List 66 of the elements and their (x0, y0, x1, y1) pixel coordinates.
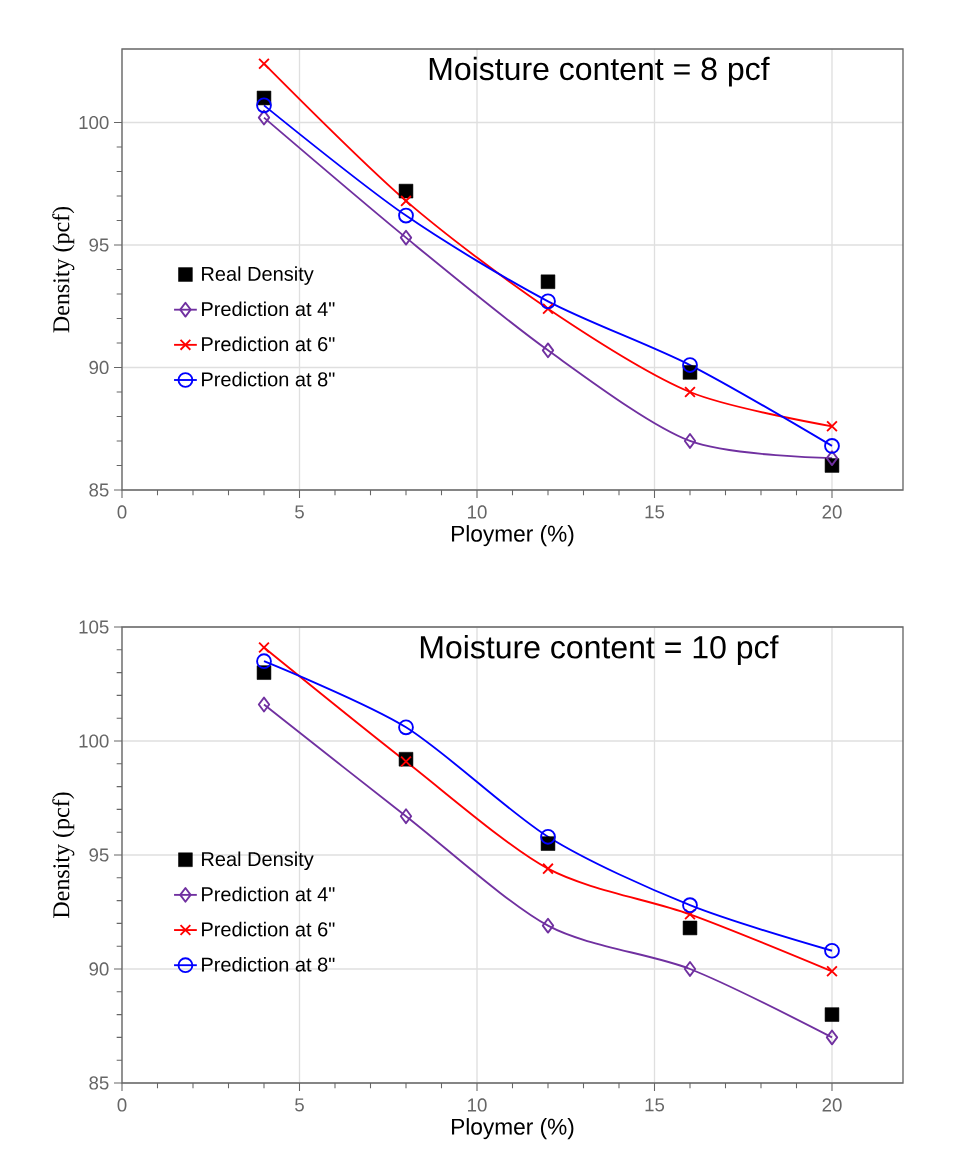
legend-label: Real Density (202, 266, 314, 285)
point (824, 942, 840, 959)
legend-label: Prediction at 4" (202, 301, 335, 317)
point (540, 274, 556, 289)
y-tick-label: 105 (79, 620, 109, 634)
point (257, 109, 271, 126)
point (824, 438, 840, 454)
point (826, 420, 838, 433)
point (682, 920, 698, 936)
x-axis-title: Ploymer (%) (452, 1118, 574, 1140)
legend-label: Prediction at 6" (202, 336, 335, 352)
chart-title: Moisture content = 8 pcf (429, 56, 770, 87)
legend-label: Prediction at 8" (202, 371, 335, 387)
point (542, 302, 554, 315)
point (541, 342, 555, 359)
x-tick-label: 10 (468, 1098, 487, 1112)
y-axis-title: Density (pcf) (52, 792, 75, 918)
point (825, 1029, 839, 1046)
y-tick-label: 90 (89, 962, 109, 976)
point (683, 433, 697, 449)
point (399, 808, 413, 825)
x-axis-title: Ploymer (%) (452, 525, 574, 547)
point (540, 293, 556, 310)
y-tick-label: 100 (79, 115, 109, 130)
x-tick-label: 20 (822, 505, 842, 519)
point (398, 183, 414, 199)
point (400, 195, 412, 207)
point (257, 696, 271, 713)
legend-label: Prediction at 8" (202, 956, 335, 972)
x-tick-label: 0 (117, 1098, 127, 1112)
y-tick-label: 95 (89, 238, 109, 252)
point (682, 897, 698, 914)
point (682, 357, 698, 373)
y-tick-label: 85 (89, 483, 109, 497)
legend-label: Real Density (202, 851, 314, 871)
x-tick-label: 15 (645, 1098, 665, 1112)
point (540, 828, 556, 845)
point (256, 97, 272, 114)
point (824, 1007, 840, 1022)
x-tick-label: 10 (468, 505, 487, 519)
point (542, 862, 554, 875)
x-tick-label: 15 (645, 505, 665, 519)
x-tick-label: 5 (295, 1098, 304, 1112)
legend-label: Prediction at 6" (202, 921, 335, 937)
x-tick-label: 5 (295, 505, 304, 519)
point (399, 229, 413, 246)
legend-label: Prediction at 4" (202, 886, 335, 902)
point (256, 653, 272, 670)
point (541, 917, 555, 934)
point (258, 57, 270, 70)
point (683, 961, 697, 977)
y-tick-label: 100 (79, 734, 109, 748)
point (258, 641, 270, 654)
point (826, 965, 838, 978)
point (684, 386, 696, 398)
point (825, 450, 839, 467)
x-tick-label: 20 (822, 1098, 842, 1112)
point (398, 207, 414, 224)
y-tick-label: 95 (89, 848, 109, 862)
chart-title: Moisture content = 10 pcf (420, 635, 779, 665)
y-tick-label: 85 (89, 1076, 109, 1090)
x-tick-label: 0 (117, 505, 127, 519)
y-axis-title: Density (pcf) (52, 206, 75, 333)
y-tick-label: 90 (89, 360, 109, 375)
point (398, 719, 414, 736)
point (684, 908, 696, 921)
